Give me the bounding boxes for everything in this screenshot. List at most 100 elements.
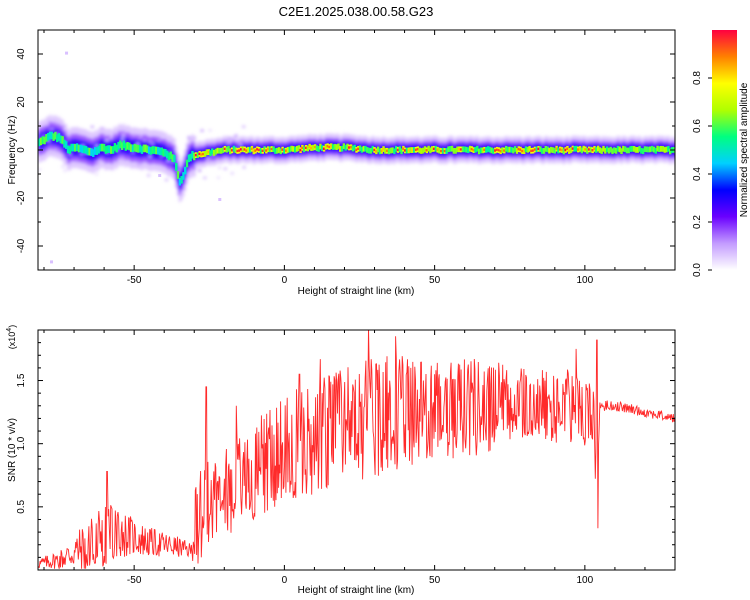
spectrogram-core-cell (162, 148, 165, 157)
spectrogram-core-cell (146, 145, 149, 154)
spectrogram-core-cell (638, 146, 641, 152)
spectrogram-peak-cell (330, 145, 333, 148)
spectrogram-core-cell (319, 143, 322, 150)
colorbar-tick-label: 0.6 (692, 119, 703, 133)
spectrogram-peak-cell (522, 149, 526, 153)
spectrogram-speck (62, 159, 66, 162)
spectrogram-core-cell (346, 143, 349, 150)
spectrogram-core-cell (70, 143, 73, 152)
spectrogram-core-cell (423, 146, 427, 152)
spectrogram-core-cell (641, 148, 645, 155)
spectrogram-core-cell (412, 147, 416, 153)
spectrogram-core-cell (229, 148, 232, 155)
spectrogram-outlier (50, 260, 54, 264)
spectrogram-core-cell (218, 147, 221, 154)
spectrogram-y-tick-label: 0 (16, 147, 27, 153)
spectrogram-core-cell (294, 146, 297, 153)
colorbar-label: Normalized spectral amplitude (739, 82, 750, 217)
spectrogram-core-cell (288, 146, 291, 153)
spectrogram-peak-cell (458, 148, 461, 151)
spectrogram-core-cell (544, 145, 547, 152)
spectrogram-core-cell (485, 147, 488, 153)
spectrogram-outlier (218, 198, 222, 201)
spectrogram-speck (228, 137, 232, 140)
spectrogram-speck (61, 165, 65, 168)
spectrogram-core-cell (553, 147, 557, 154)
spectrogram-core-cell (131, 144, 135, 153)
spectrogram-peak-cell (380, 149, 383, 153)
spectrogram-core-cell (315, 145, 319, 152)
spectrogram-speck (147, 174, 151, 177)
spectrogram-peak-cell (194, 153, 198, 157)
spectrogram-speck (61, 125, 65, 128)
spectrogram-speck (216, 176, 220, 179)
spectrogram-core-cell (625, 147, 629, 154)
spectrogram-core-cell (595, 147, 598, 153)
snr-y-tick-label: 1.0 (16, 436, 27, 450)
spectrogram-speck (49, 151, 53, 154)
spectrogram-peak-cell (411, 148, 414, 152)
spectrogram-core-cell (167, 152, 171, 161)
spectrogram-core-cell (636, 147, 639, 153)
spectrogram-heatmap (38, 51, 675, 264)
spectrogram-speck (148, 140, 152, 143)
spectrogram-core-cell (582, 145, 585, 152)
spectrogram-core (38, 131, 675, 186)
spectrogram-core-cell (66, 145, 70, 154)
spectrogram-core-cell (317, 146, 320, 152)
spectrogram-speck (203, 176, 207, 179)
spectrogram-core-cell (122, 140, 126, 149)
spectrogram-y-tick-label: 20 (16, 96, 27, 108)
spectrogram-speck (120, 138, 124, 141)
spectrogram-speck (200, 129, 204, 132)
spectrogram-core-cell (623, 146, 627, 153)
spectrogram-core-cell (104, 146, 108, 154)
spectrogram-core-cell (48, 131, 52, 140)
spectrogram-core-cell (164, 148, 167, 157)
spectrogram-peak-cell (497, 149, 501, 152)
spectrogram-speck (215, 156, 219, 159)
colorbar-tick-label: 0.2 (692, 215, 703, 229)
spectrogram-peak-cell (402, 147, 405, 150)
spectrogram-peak-cell (503, 149, 506, 152)
spectrogram-core-cell (600, 148, 603, 154)
spectrogram-core-cell (656, 145, 659, 152)
spectrogram-core-cell (629, 146, 632, 152)
spectrogram-peak-cell (265, 149, 268, 152)
spectrogram-speck (234, 134, 238, 137)
spectrogram-core-cell (342, 143, 346, 150)
spectrogram-speck (183, 150, 187, 153)
spectrogram-core-cell (50, 131, 54, 140)
spectrogram-core-cell (153, 146, 156, 155)
spectrogram-speck (121, 134, 125, 137)
spectrogram-peak-cell (403, 149, 407, 152)
spectrogram-core-cell (196, 152, 200, 159)
spectrogram-core-cell (605, 146, 609, 153)
spectrogram-core-cell (463, 146, 466, 153)
spectrogram-speck (105, 139, 109, 142)
spectrogram-core-cell (75, 143, 79, 152)
spectrogram-speck (95, 132, 99, 135)
spectrogram-peak-cell (250, 147, 254, 151)
spectrogram-core-cell (169, 151, 173, 160)
spectrogram-peak-cell (257, 148, 261, 152)
spectrogram-core-cell (422, 147, 425, 154)
spectrogram-core-cell (420, 148, 423, 154)
spectrogram-core-cell (569, 147, 573, 153)
spectrogram-core-cell (106, 145, 109, 154)
spectrogram-core-cell (504, 145, 508, 152)
snr-line-area (38, 330, 675, 569)
snr-y-tick-label: 0.5 (16, 499, 27, 513)
spectrogram-core-cell (129, 144, 133, 152)
spectrogram-core-cell (454, 147, 457, 154)
spectrogram-peak-cell (243, 148, 246, 151)
spectrogram-core-cell (41, 136, 45, 144)
spectrogram-core-cell (133, 143, 136, 152)
spectrogram-peak-cell (559, 148, 562, 151)
spectrogram-peak-cell (310, 146, 313, 150)
spectrogram-core-cell (362, 145, 365, 152)
spectrogram-peak-cell (564, 148, 567, 152)
spectrogram-core-cell (108, 145, 111, 153)
spectrogram-core-cell (156, 146, 160, 155)
spectrogram-speck (159, 155, 163, 158)
